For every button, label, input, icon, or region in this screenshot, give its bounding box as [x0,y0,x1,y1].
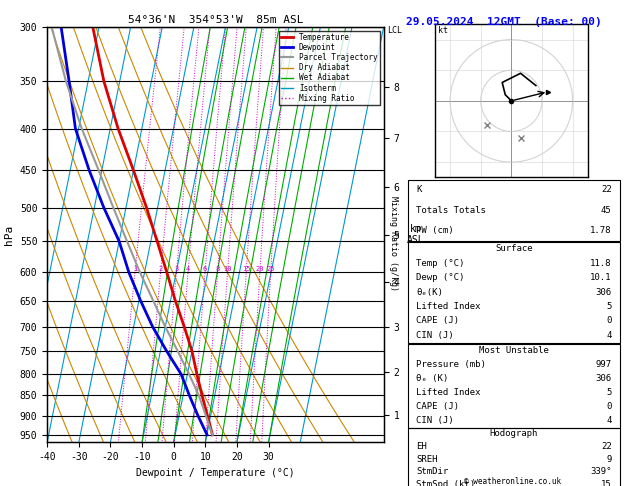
Text: 997: 997 [596,360,611,369]
Text: θₑ(K): θₑ(K) [416,288,443,296]
Text: Totals Totals: Totals Totals [416,206,486,215]
Text: 22: 22 [601,442,611,451]
Text: 1: 1 [133,266,137,272]
Text: Pressure (mb): Pressure (mb) [416,360,486,369]
Text: 45: 45 [601,206,611,215]
Text: StmSpd (kt): StmSpd (kt) [416,480,476,486]
Text: EH: EH [416,442,427,451]
Text: 22: 22 [601,186,611,194]
Title: 54°36'N  354°53'W  85m ASL: 54°36'N 354°53'W 85m ASL [128,15,303,25]
Y-axis label: hPa: hPa [4,225,14,244]
Text: PW (cm): PW (cm) [416,226,454,235]
Text: θₑ (K): θₑ (K) [416,374,448,383]
Text: Mixing Ratio (g/kg): Mixing Ratio (g/kg) [389,195,398,291]
Text: 306: 306 [596,288,611,296]
Text: Hodograph: Hodograph [490,430,538,438]
Text: 8: 8 [216,266,220,272]
Text: 5: 5 [606,302,611,311]
Text: Lifted Index: Lifted Index [416,302,481,311]
Text: 4: 4 [606,416,611,425]
Text: 6: 6 [203,266,207,272]
Text: 2: 2 [159,266,163,272]
Text: 5: 5 [606,388,611,397]
Text: 10: 10 [223,266,232,272]
Text: Most Unstable: Most Unstable [479,346,549,355]
Text: 3: 3 [174,266,179,272]
Text: CIN (J): CIN (J) [416,331,454,340]
Text: StmDir: StmDir [416,468,448,476]
Text: 4: 4 [186,266,190,272]
Text: CAPE (J): CAPE (J) [416,402,459,411]
Text: 9: 9 [606,455,611,464]
Text: K: K [416,186,421,194]
X-axis label: Dewpoint / Temperature (°C): Dewpoint / Temperature (°C) [136,468,295,478]
Text: Lifted Index: Lifted Index [416,388,481,397]
Text: LCL: LCL [387,26,402,35]
Text: 15: 15 [601,480,611,486]
Text: 0: 0 [606,402,611,411]
Text: 29.05.2024  12GMT  (Base: 00): 29.05.2024 12GMT (Base: 00) [406,17,601,27]
Text: © weatheronline.co.uk: © weatheronline.co.uk [464,477,561,486]
Text: CIN (J): CIN (J) [416,416,454,425]
Text: Temp (°C): Temp (°C) [416,259,464,268]
Text: 25: 25 [267,266,275,272]
Text: 11.8: 11.8 [590,259,611,268]
Y-axis label: km
ASL: km ASL [407,224,425,245]
Text: 306: 306 [596,374,611,383]
Text: 1.78: 1.78 [590,226,611,235]
Text: kt: kt [438,26,448,35]
Text: 15: 15 [242,266,250,272]
Text: 4: 4 [606,331,611,340]
Text: CAPE (J): CAPE (J) [416,316,459,326]
Legend: Temperature, Dewpoint, Parcel Trajectory, Dry Adiabat, Wet Adiabat, Isotherm, Mi: Temperature, Dewpoint, Parcel Trajectory… [279,31,380,105]
Text: 0: 0 [606,316,611,326]
Text: 10.1: 10.1 [590,273,611,282]
Text: Dewp (°C): Dewp (°C) [416,273,464,282]
Text: Surface: Surface [495,244,533,253]
Text: 339°: 339° [590,468,611,476]
Text: 20: 20 [255,266,264,272]
Text: SREH: SREH [416,455,438,464]
